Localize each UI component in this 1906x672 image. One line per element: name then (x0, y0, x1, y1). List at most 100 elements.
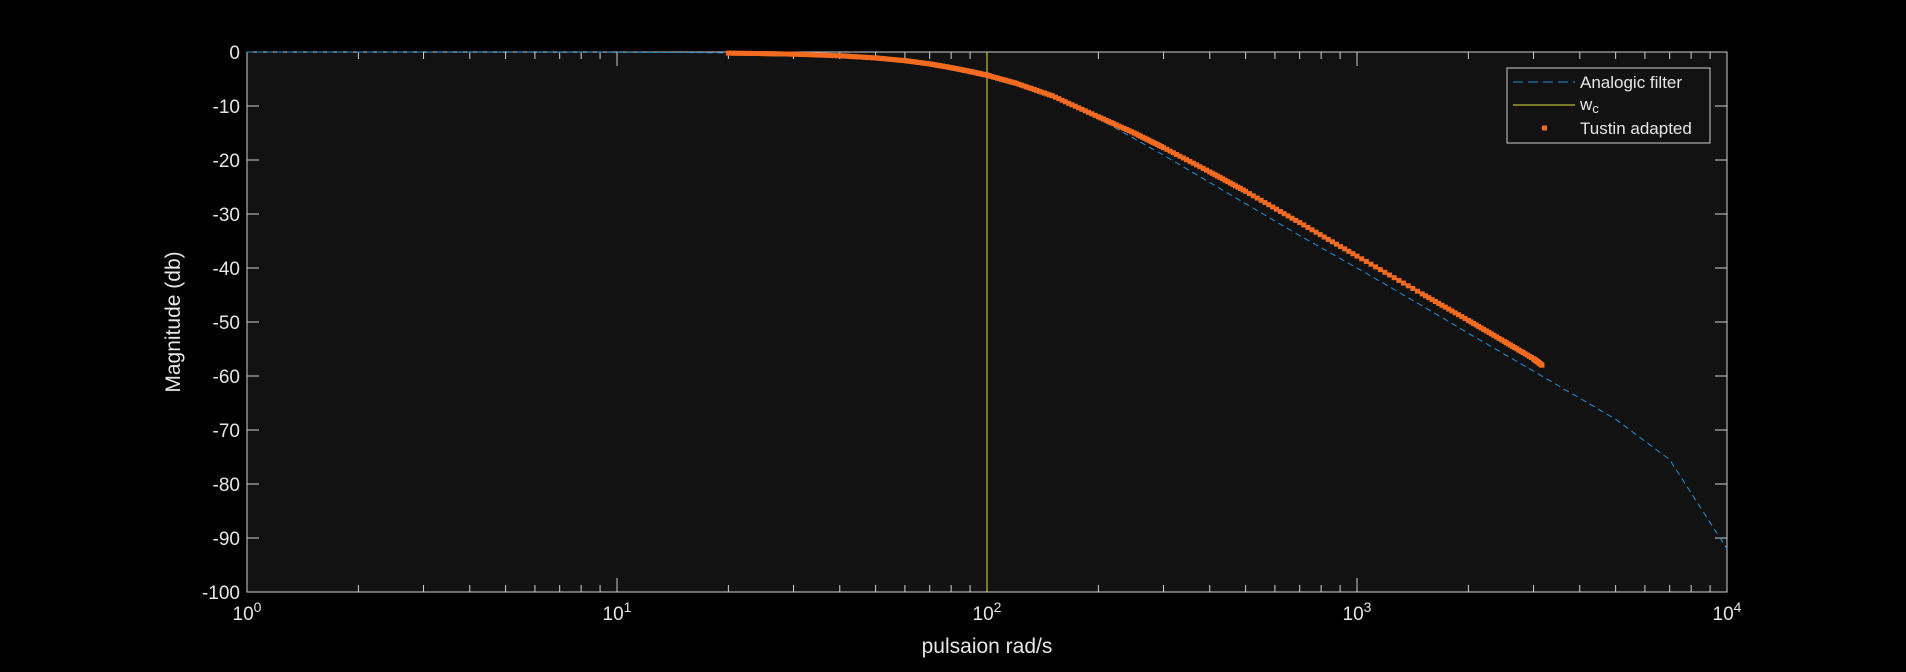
tustin-marker (1113, 122, 1119, 128)
tustin-marker (830, 53, 836, 58)
tustin-marker (728, 50, 734, 56)
tustin-marker (1496, 335, 1502, 341)
x-tick-label: 103 (1343, 599, 1372, 625)
legend-label-tustin: Tustin adapted (1580, 119, 1692, 138)
tustin-marker (794, 51, 800, 57)
tustin-marker (834, 53, 839, 59)
tustin-marker (1342, 246, 1348, 252)
tustin-marker (814, 52, 820, 58)
tustin-marker (1217, 174, 1223, 180)
tustin-marker (1190, 160, 1196, 166)
x-tick-base: 10 (233, 604, 254, 625)
tustin-marker (1354, 253, 1360, 259)
tustin-marker (1235, 184, 1241, 190)
tustin-marker (1313, 229, 1319, 235)
tustin-marker (1415, 288, 1420, 294)
x-tick-base: 10 (1713, 604, 1734, 625)
tustin-marker (810, 52, 816, 58)
tustin-marker (1106, 118, 1112, 124)
y-tick-label: -50 (213, 313, 240, 334)
tustin-marker (1429, 297, 1435, 303)
x-tick-exponent: 0 (254, 599, 262, 615)
tustin-marker (736, 50, 742, 56)
tustin-marker (1053, 94, 1058, 100)
tustin-marker (1013, 80, 1019, 86)
tustin-marker (1377, 267, 1383, 273)
legend-wc-subscript: c (1592, 101, 1599, 116)
tustin-marker (1039, 89, 1045, 95)
y-axis-label: Magnitude (db) (162, 251, 185, 392)
tustin-marker (1177, 153, 1183, 159)
tustin-marker (1031, 87, 1037, 92)
tustin-marker (1258, 197, 1264, 203)
tustin-marker (1297, 220, 1303, 226)
tustin-marker (1167, 148, 1173, 154)
tustin-marker (751, 51, 757, 56)
tustin-marker (1488, 331, 1494, 337)
tustin-marker (1209, 170, 1215, 176)
tustin-marker (827, 52, 833, 58)
tustin-marker (1452, 310, 1458, 316)
x-tick-exponent: 3 (1364, 599, 1372, 615)
tustin-marker (741, 50, 747, 56)
tustin-marker (1277, 209, 1283, 214)
tustin-marker (1368, 261, 1374, 267)
tustin-marker (807, 52, 813, 58)
tustin-marker (1456, 312, 1461, 318)
tustin-marker (1325, 236, 1331, 242)
x-tick-label: 100 (233, 599, 262, 625)
tustin-marker (1170, 150, 1176, 156)
tustin-marker (1350, 251, 1356, 257)
tustin-marker (1387, 272, 1393, 278)
legend-label-analogic: Analogic filter (1580, 73, 1682, 92)
tustin-marker (1309, 227, 1315, 233)
x-tick-base: 10 (1343, 604, 1364, 625)
tustin-marker (1270, 204, 1276, 210)
tustin-marker (1329, 239, 1335, 245)
tustin-marker (743, 50, 749, 56)
tustin-marker (1419, 291, 1425, 297)
tustin-marker (1446, 306, 1452, 312)
tustin-marker (1476, 323, 1482, 329)
tustin-marker (868, 55, 873, 61)
tustin-marker (1222, 177, 1228, 183)
tustin-marker (1044, 91, 1050, 97)
y-tick-label: -90 (213, 529, 240, 550)
tustin-marker (1214, 173, 1220, 179)
tustin-marker (1111, 121, 1117, 127)
y-tick-label: 0 (229, 43, 240, 64)
tustin-marker (844, 53, 850, 59)
tustin-marker (1436, 300, 1442, 306)
tustin-marker (1200, 165, 1206, 171)
series-group (247, 50, 1728, 592)
legend: Analogic filter wc Tustin adapted (1506, 67, 1711, 144)
tustin-marker (1410, 286, 1416, 291)
y-tick-label: -100 (202, 583, 240, 604)
tustin-marker (1086, 109, 1091, 115)
tustin-marker (852, 54, 858, 60)
tustin-marker (1254, 195, 1260, 201)
tustin-marker (817, 52, 823, 58)
tustin-marker (1423, 293, 1428, 299)
tustin-marker (1285, 213, 1291, 219)
tustin-marker (1468, 319, 1474, 325)
tustin-marker (1047, 92, 1053, 98)
tustin-marker (791, 51, 796, 57)
tustin-marker (1126, 128, 1132, 134)
tustin-marker (1121, 125, 1127, 131)
tustin-marker (1274, 206, 1279, 212)
x-tick-exponent: 4 (1734, 599, 1742, 615)
tustin-marker (1072, 103, 1078, 109)
tustin-marker (1225, 179, 1231, 185)
y-tick-label: -10 (213, 97, 240, 118)
tustin-marker (820, 52, 826, 58)
tustin-marker (1164, 146, 1170, 152)
series-tustin-markers (725, 50, 1545, 368)
tustin-marker (1305, 224, 1311, 230)
y-tick-label: -60 (213, 367, 240, 388)
tustin-marker (1049, 93, 1055, 99)
tustin-marker (797, 51, 803, 57)
tustin-marker (1018, 82, 1024, 88)
tustin-marker (1076, 105, 1082, 111)
